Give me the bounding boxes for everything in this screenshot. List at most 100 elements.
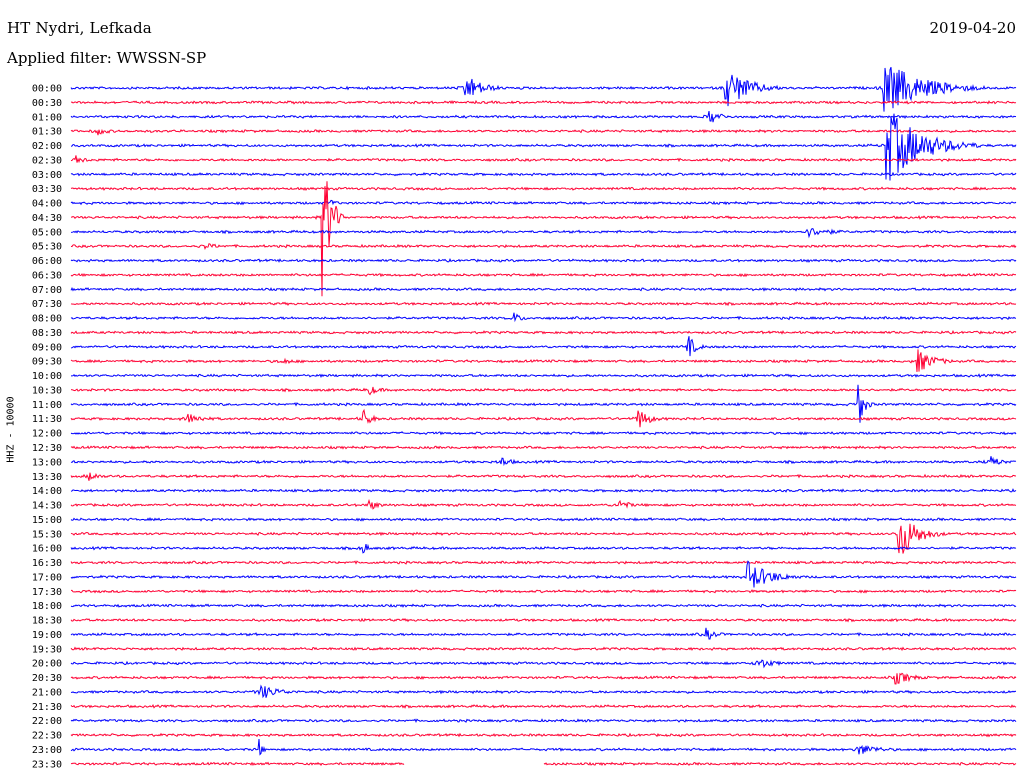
trace-line — [70, 386, 1017, 396]
trace-line — [70, 543, 1017, 554]
trace-line — [70, 111, 1017, 123]
row-time-label: 09:30 — [32, 357, 62, 368]
row-time-label: 04:00 — [32, 199, 62, 210]
trace-line — [70, 349, 1017, 372]
trace-line — [70, 181, 1017, 297]
row-time-label: 15:00 — [32, 515, 62, 526]
row-time-label: 23:30 — [32, 759, 62, 770]
trace-line — [70, 408, 1017, 428]
trace-line — [70, 99, 1017, 105]
row-time-label: 10:30 — [32, 385, 62, 396]
filter-label: Applied filter: WWSSN-SP — [7, 49, 207, 67]
row-time-label: 20:30 — [32, 673, 62, 684]
row-time-label: 08:30 — [32, 328, 62, 339]
trace-line — [70, 228, 1017, 239]
trace-line — [70, 113, 1017, 181]
row-time-label: 20:00 — [32, 659, 62, 670]
trace-line — [70, 704, 1017, 709]
row-time-label: 21:00 — [32, 687, 62, 698]
trace-line — [70, 523, 1017, 554]
trace-line — [70, 329, 1017, 335]
row-time-label: 16:30 — [32, 558, 62, 569]
trace-line — [70, 186, 1017, 191]
row-time-label: 21:30 — [32, 702, 62, 713]
row-time-label: 14:00 — [32, 486, 62, 497]
trace-line — [70, 617, 1017, 623]
trace-line — [70, 498, 1017, 510]
row-time-label: 16:00 — [32, 544, 62, 555]
trace-line — [70, 128, 1017, 136]
trace-line — [70, 258, 1017, 263]
row-time-label: 14:30 — [32, 501, 62, 512]
row-time-label: 12:30 — [32, 443, 62, 454]
row-time-label: 09:00 — [32, 342, 62, 353]
trace-line — [70, 672, 1017, 685]
row-time-label: 11:00 — [32, 400, 62, 411]
trace-line — [70, 243, 1017, 250]
row-time-label: 03:00 — [32, 170, 62, 181]
row-time-label: 05:00 — [32, 227, 62, 238]
row-time-label: 06:30 — [32, 270, 62, 281]
trace-line — [70, 272, 1017, 278]
row-time-label: 11:30 — [32, 414, 62, 425]
row-time-label: 00:00 — [32, 84, 62, 95]
trace-line — [70, 384, 1017, 423]
row-time-label: 13:00 — [32, 457, 62, 468]
row-time-label: 00:30 — [32, 98, 62, 109]
trace-line — [70, 312, 1017, 323]
row-time-label: 03:30 — [32, 184, 62, 195]
trace-line — [70, 488, 1017, 493]
row-time-label: 06:00 — [32, 256, 62, 267]
row-time-label: 15:30 — [32, 529, 62, 540]
trace-line — [70, 301, 1017, 307]
trace-line — [70, 373, 1017, 378]
row-time-label: 07:00 — [32, 285, 62, 296]
trace-line — [70, 456, 1017, 467]
trace-line — [70, 761, 1017, 767]
row-time-label: 18:00 — [32, 601, 62, 612]
trace-line — [70, 659, 1017, 669]
row-time-label: 22:30 — [32, 731, 62, 742]
trace-line — [70, 646, 1017, 652]
trace-line — [70, 445, 1017, 450]
trace-line — [70, 560, 1017, 565]
row-time-label: 22:00 — [32, 716, 62, 727]
trace-line — [70, 603, 1017, 609]
row-time-label: 08:00 — [32, 314, 62, 325]
trace-line — [70, 336, 1017, 357]
row-time-label: 19:00 — [32, 630, 62, 641]
row-time-label: 10:00 — [32, 371, 62, 382]
station-title: HT Nydri, Lefkada — [7, 19, 152, 37]
row-time-label: 02:30 — [32, 155, 62, 166]
row-time-label: 23:00 — [32, 745, 62, 756]
trace-line — [70, 684, 1017, 699]
trace-line — [70, 738, 1017, 756]
trace-line — [70, 588, 1017, 594]
trace-line — [70, 66, 1017, 112]
row-time-label: 04:30 — [32, 213, 62, 224]
row-time-label: 17:30 — [32, 587, 62, 598]
row-time-label: 01:00 — [32, 112, 62, 123]
row-time-label: 01:30 — [32, 127, 62, 138]
row-time-label: 17:00 — [32, 572, 62, 583]
trace-line — [70, 199, 1017, 206]
date-label: 2019-04-20 — [929, 19, 1016, 37]
trace-line — [70, 287, 1017, 292]
trace-line — [70, 732, 1017, 738]
row-time-label: 02:00 — [32, 141, 62, 152]
channel-axis-label: HHZ - 10000 — [5, 396, 17, 463]
trace-line — [70, 517, 1017, 522]
trace-line — [70, 430, 1017, 436]
trace-line — [70, 627, 1017, 640]
trace-line — [70, 472, 1017, 481]
trace-line — [70, 560, 1017, 588]
row-time-label: 18:30 — [32, 616, 62, 627]
trace-line — [70, 718, 1017, 723]
row-time-label: 13:30 — [32, 472, 62, 483]
trace-line — [70, 155, 1017, 164]
row-time-label: 19:30 — [32, 644, 62, 655]
trace-line — [70, 171, 1017, 177]
row-time-label: 05:30 — [32, 242, 62, 253]
row-time-label: 12:00 — [32, 429, 62, 440]
